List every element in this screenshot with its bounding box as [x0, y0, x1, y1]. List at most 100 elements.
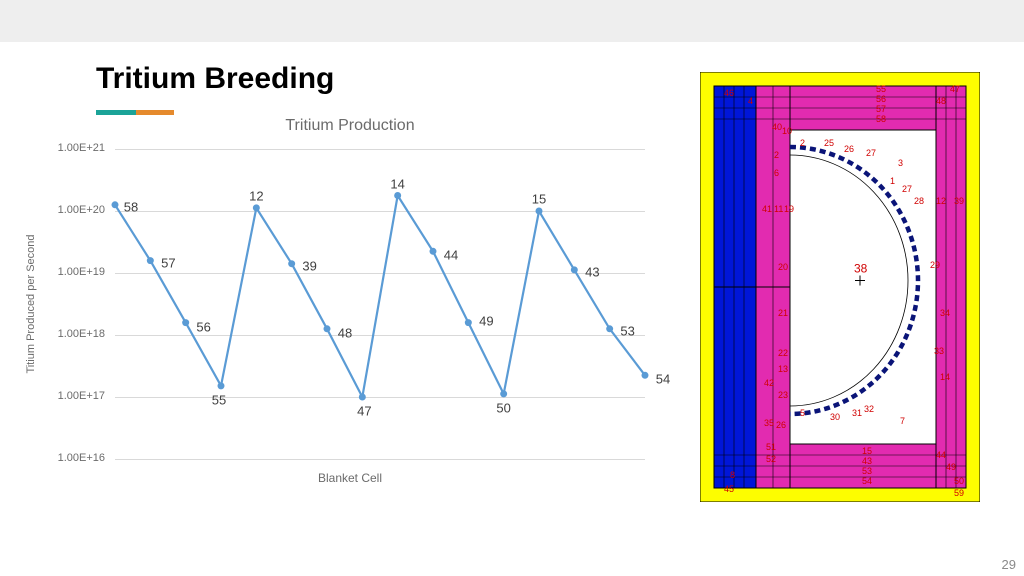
chart-point-label: 39 [302, 258, 316, 273]
chart-ylabel: Titium Produced per Second [25, 235, 37, 374]
chart-point-label: 58 [124, 199, 138, 214]
chart-point-label: 56 [196, 319, 210, 334]
chart-xlabel: Blanket Cell [45, 471, 655, 485]
chart-point-label: 14 [390, 176, 404, 191]
chart-point-label: 44 [444, 248, 458, 263]
chart-series [45, 139, 655, 469]
chart-point [253, 204, 260, 211]
chart-point-label: 54 [656, 372, 670, 387]
diagram-cell-label: 6 [774, 168, 779, 178]
diagram-cell-label: 39 [954, 196, 964, 206]
header-bar [0, 0, 1024, 42]
diagram-cell-label: 34 [940, 308, 950, 318]
diagram-cell-label: 58 [876, 114, 886, 124]
chart-point-label: 57 [161, 255, 175, 270]
diagram-cell-label: 4 [748, 96, 753, 106]
chart-point-label: 15 [532, 192, 546, 207]
diagram-cell-label: 23 [778, 390, 788, 400]
diagram-cell-label: 35 [764, 418, 774, 428]
chart-point [500, 390, 507, 397]
diagram-cell-label: 54 [862, 476, 872, 486]
diagram-cell-label: 50 [954, 476, 964, 486]
diagram-cell-label: 52 [766, 454, 776, 464]
diagram-cell-label: 3 [898, 158, 903, 168]
diagram-cell-label: 27 [866, 148, 876, 158]
chart-point-label: 55 [212, 392, 226, 407]
diagram-svg: 3846455565758474840102252627312728123926… [700, 72, 980, 502]
chart-point [430, 248, 437, 255]
chart-point-label: 43 [585, 264, 599, 279]
title-accent [96, 102, 174, 107]
chart-point-label: 49 [479, 313, 493, 328]
diagram-cell-label: 11 [774, 204, 783, 214]
diagram-cell-label: 32 [864, 404, 874, 414]
diagram-cell-label: 55 [876, 84, 886, 94]
diagram-cell-label: 26 [776, 420, 786, 430]
diagram-cell-label: 51 [766, 442, 776, 452]
chart-point [324, 325, 331, 332]
diagram-cell-label: 40 [772, 122, 782, 132]
chart-point [642, 372, 649, 379]
diagram-cell-label: 49 [946, 462, 956, 472]
diagram-cell-label: 46 [724, 88, 734, 98]
diagram-cell-label: 42 [764, 378, 774, 388]
diagram-cell-label: 43 [862, 456, 872, 466]
diagram-cell-label: 30 [830, 412, 840, 422]
chart-plot-area: Titium Produced per Second 1.00E+161.00E… [45, 139, 655, 469]
diagram-cell-label: 5 [800, 408, 805, 418]
diagram-cell-label: 13 [778, 364, 788, 374]
blanket-geometry-diagram: 3846455565758474840102252627312728123926… [700, 72, 980, 502]
diagram-cell-label: 22 [778, 348, 788, 358]
diagram-cell-label: 27 [902, 184, 912, 194]
chart-point-label: 47 [357, 404, 371, 419]
diagram-cell-label: 12 [936, 196, 946, 206]
diagram-cell-label: 48 [936, 96, 946, 106]
chart-point [359, 394, 366, 401]
tritium-production-chart: Tritium Production Titium Produced per S… [45, 117, 655, 497]
diagram-cell-label: 2 [800, 138, 805, 148]
chart-point [218, 382, 225, 389]
chart-point-label: 53 [620, 323, 634, 338]
chart-point-label: 50 [496, 400, 510, 415]
diagram-cell-label: 33 [934, 346, 944, 356]
diagram-cell-label: 20 [778, 262, 788, 272]
chart-title: Tritium Production [45, 117, 655, 135]
chart-point [394, 192, 401, 199]
diagram-cell-label: 31 [852, 408, 862, 418]
chart-point-label: 12 [249, 188, 263, 203]
diagram-cell-label: 45 [724, 484, 734, 494]
diagram-cell-label: 28 [914, 196, 924, 206]
diagram-cell-label: 53 [862, 466, 872, 476]
diagram-cell-label: 2 [774, 150, 779, 160]
diagram-cell-label: 10 [782, 126, 792, 136]
diagram-center-label: 38 [854, 262, 868, 276]
diagram-cell-label: 1 [890, 176, 895, 186]
diagram-cell-label: 59 [954, 488, 964, 498]
diagram-cell-label: 8 [730, 470, 735, 480]
slide: Tritium Breeding Tritium Production Titi… [0, 42, 1024, 576]
diagram-cell-label: 57 [876, 104, 886, 114]
chart-point [606, 325, 613, 332]
diagram-cell-label: 15 [862, 446, 872, 456]
diagram-cell-label: 47 [950, 84, 960, 94]
chart-point-label: 48 [338, 325, 352, 340]
chart-point [288, 260, 295, 267]
chart-point [182, 319, 189, 326]
diagram-cell-label: 25 [824, 138, 834, 148]
diagram-cell-label: 41 [762, 204, 772, 214]
diagram-cell-label: 21 [778, 308, 788, 318]
chart-point [536, 208, 543, 215]
diagram-cell-label: 7 [900, 416, 905, 426]
page-number: 29 [1002, 557, 1016, 572]
diagram-cell-label: 14 [940, 372, 950, 382]
chart-point [147, 257, 154, 264]
chart-point [112, 201, 119, 208]
chart-point [465, 319, 472, 326]
diagram-cell-label: 56 [876, 94, 886, 104]
diagram-cell-label: 44 [936, 450, 946, 460]
diagram-cell-label: 26 [844, 144, 854, 154]
diagram-cell-label: 29 [930, 260, 940, 270]
page-title: Tritium Breeding [96, 62, 334, 96]
chart-point [571, 266, 578, 273]
diagram-cell-label: 19 [784, 204, 794, 214]
